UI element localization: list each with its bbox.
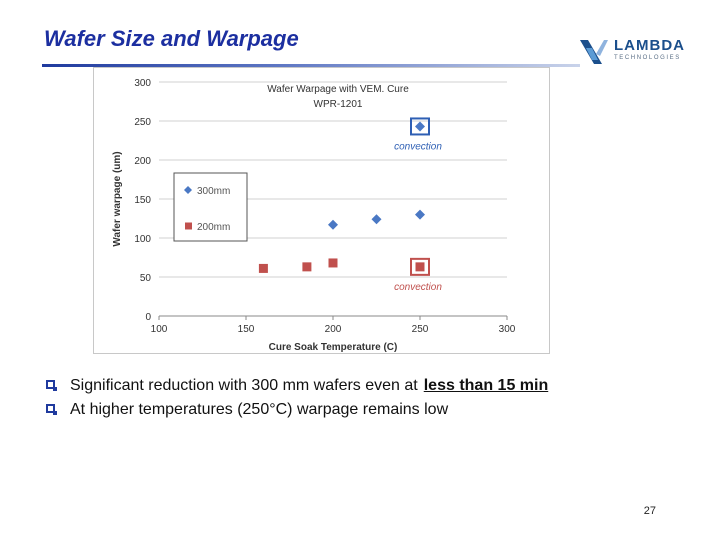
y-tick-label: 50	[140, 273, 152, 284]
data-point-200mm	[328, 258, 338, 268]
annotation-highlight-box	[410, 117, 430, 136]
data-point-200mm	[302, 262, 312, 272]
x-tick-label: 300	[499, 324, 516, 335]
data-point-300mm	[371, 214, 382, 225]
bullet-square-icon	[46, 404, 57, 415]
legend-label: 200mm	[197, 222, 230, 233]
logo-wordmark: LAMBDA	[614, 37, 685, 54]
bullet-text: Significant reduction with 300 mm wafers…	[70, 377, 418, 394]
data-point-300mm	[415, 121, 425, 132]
bullet-item: Significant reduction with 300 mm wafers…	[44, 374, 548, 398]
x-tick-label: 250	[412, 324, 429, 335]
y-tick-label: 300	[134, 78, 151, 89]
x-axis-label: Cure Soak Temperature (C)	[269, 342, 398, 353]
legend-label: 300mm	[197, 186, 230, 197]
y-tick-label: 0	[145, 312, 151, 323]
data-point-300mm	[415, 209, 425, 220]
y-tick-label: 250	[134, 117, 151, 128]
data-point-300mm	[328, 219, 338, 230]
x-tick-label: 200	[325, 324, 342, 335]
bullet-emphasis: less than 15 min	[423, 377, 549, 394]
company-logo: LAMBDA TECHNOLOGIES	[578, 34, 690, 70]
warpage-scatter-chart: 0 50 100 150 200 250 300 100 150 200 250 300 Wafer W…	[112, 78, 516, 353]
chart-panel: 0 50 100 150 200 250 300 100 150 200 250 300 Wafer W…	[93, 67, 550, 354]
data-point-200mm	[258, 263, 268, 273]
x-tick-label: 100	[151, 324, 168, 335]
y-tick-label: 200	[134, 156, 151, 167]
logo-subtitle: TECHNOLOGIES	[614, 55, 681, 61]
bullet-text: At higher temperatures (250°C) warpage r…	[70, 401, 449, 418]
y-axis-label: Wafer warpage (um)	[112, 151, 123, 246]
annotation-highlight-box	[410, 257, 430, 276]
legend-box	[173, 172, 248, 242]
x-tick-label: 150	[238, 324, 255, 335]
annotation-label: convection	[394, 282, 442, 293]
bullet-item: At higher temperatures (250°C) warpage r…	[44, 398, 548, 422]
data-point-200mm	[415, 262, 425, 272]
chart-subtitle: WPR-1201	[314, 99, 363, 110]
slide-title: Wafer Size and Warpage	[44, 26, 299, 51]
bullet-square-icon	[46, 380, 57, 391]
lambda-logo-icon	[580, 40, 608, 64]
title-underline	[42, 64, 580, 67]
annotation-label: convection	[394, 141, 442, 152]
chart-title: Wafer Warpage with VEM. Cure	[267, 84, 409, 95]
page-number: 27	[643, 505, 656, 517]
bullet-list: Significant reduction with 300 mm wafers…	[44, 374, 548, 422]
y-tick-label: 100	[134, 234, 151, 245]
legend-marker-300mm	[184, 186, 192, 194]
y-tick-label: 150	[134, 195, 151, 206]
legend-marker-200mm	[185, 222, 192, 230]
